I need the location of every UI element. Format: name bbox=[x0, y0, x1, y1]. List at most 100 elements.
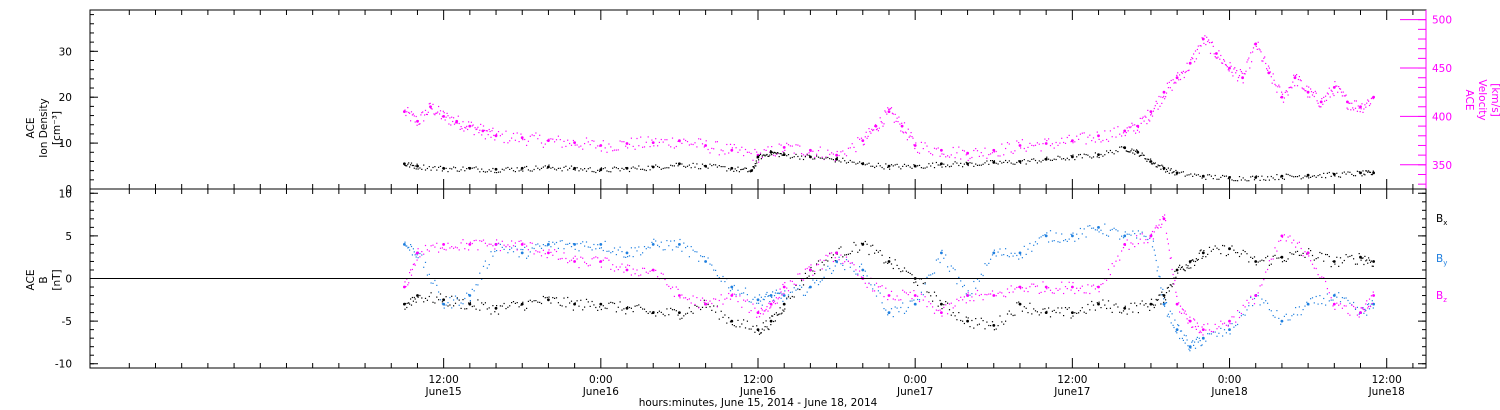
bz-point bbox=[966, 294, 969, 297]
top-left-ylabel-line2: Ion Density bbox=[38, 98, 50, 157]
x-tick-time: 0:00 bbox=[1218, 374, 1242, 386]
by-point bbox=[678, 243, 681, 246]
by-point bbox=[992, 251, 996, 255]
top-left-tick-label: 30 bbox=[59, 46, 72, 58]
by-point bbox=[599, 243, 603, 246]
by-point bbox=[1123, 234, 1127, 238]
top-right-tick-label: 400 bbox=[1432, 111, 1452, 123]
top-panel: 0 10 20 30 350 400 450 500 ACE Ion Density [cm… bbox=[25, 9, 1500, 196]
top-left-tick-label: 10 bbox=[59, 138, 72, 150]
x-tick-date: June15 bbox=[425, 386, 462, 398]
bx-point bbox=[442, 298, 445, 302]
bx-point bbox=[1372, 260, 1375, 263]
top-left-tick-label: 20 bbox=[59, 92, 72, 104]
velocity-point bbox=[1359, 105, 1362, 109]
top-right-yaxis: 350 400 450 500 bbox=[1400, 10, 1452, 189]
bz-point bbox=[809, 268, 812, 272]
bz-point bbox=[1372, 294, 1375, 297]
bz-point bbox=[940, 311, 943, 314]
by-point bbox=[1162, 302, 1166, 306]
x-tick-date: June16 bbox=[582, 386, 620, 398]
top-right-tick-label: 350 bbox=[1432, 160, 1452, 172]
x-tick-time: 12:00 bbox=[1372, 374, 1402, 386]
bz-point bbox=[756, 311, 760, 314]
bx-point bbox=[756, 328, 760, 331]
density-point bbox=[416, 164, 419, 168]
bottom-ylabel-line3: [nT] bbox=[51, 269, 63, 290]
x-tick-date: June18 bbox=[1368, 386, 1405, 398]
bx-point bbox=[1254, 260, 1258, 263]
bz-point bbox=[1201, 328, 1205, 331]
top-right-tick-label: 450 bbox=[1432, 63, 1452, 75]
velocity-point bbox=[1162, 90, 1166, 94]
top-plot-marks bbox=[403, 35, 1375, 182]
density-point bbox=[1306, 173, 1310, 177]
bz-point bbox=[1332, 302, 1336, 306]
velocity-point bbox=[887, 110, 891, 113]
bx-point bbox=[992, 324, 996, 327]
bz-point bbox=[1071, 285, 1074, 289]
x-tick-date: June18 bbox=[1210, 386, 1247, 398]
by-point bbox=[651, 243, 655, 246]
by-point bbox=[1175, 328, 1179, 331]
density-point bbox=[992, 161, 996, 164]
by-point bbox=[1097, 226, 1100, 229]
x-tick-time: 12:00 bbox=[743, 374, 773, 386]
velocity-point bbox=[900, 124, 904, 128]
bottom-ylabel: ACE B [nT] bbox=[25, 269, 63, 290]
bx-point bbox=[769, 319, 773, 323]
bz-point bbox=[1149, 234, 1153, 238]
bz-point bbox=[782, 285, 786, 289]
density-point bbox=[1254, 176, 1258, 179]
bx-point bbox=[1097, 302, 1100, 306]
density-point bbox=[966, 162, 969, 166]
top-left-ylabel: ACE Ion Density [cm⁻³] bbox=[25, 98, 63, 157]
x-tick-date: June17 bbox=[1053, 386, 1090, 398]
bz-point bbox=[1359, 311, 1362, 314]
velocity-series bbox=[403, 35, 1375, 163]
by-point bbox=[1188, 345, 1192, 349]
velocity-point bbox=[992, 148, 996, 152]
velocity-point bbox=[861, 139, 865, 143]
density-point bbox=[599, 168, 603, 172]
by-point bbox=[940, 251, 943, 255]
velocity-point bbox=[1228, 66, 1231, 70]
velocity-point bbox=[1149, 110, 1153, 113]
velocity-point bbox=[1136, 124, 1140, 128]
by-point bbox=[1018, 251, 1022, 255]
velocity-point bbox=[520, 136, 524, 140]
bz-point bbox=[704, 302, 707, 306]
top-left-yaxis: 0 10 20 30 bbox=[59, 14, 98, 196]
bottom-left-yaxis: -10 -5 0 5 10 bbox=[55, 188, 1426, 371]
bz-point bbox=[547, 251, 550, 255]
by-series bbox=[403, 223, 1375, 352]
top-right-ylabel-line2: Velocity bbox=[1476, 79, 1488, 120]
velocity-point bbox=[442, 115, 445, 118]
velocity-trace bbox=[404, 35, 1374, 163]
velocity-point bbox=[1346, 100, 1349, 104]
bx-point bbox=[887, 260, 891, 263]
bz-point bbox=[678, 294, 681, 297]
density-point bbox=[494, 167, 498, 171]
bottom-left-tick-label: 5 bbox=[65, 231, 72, 243]
bz-series bbox=[403, 214, 1375, 336]
velocity-point bbox=[1175, 76, 1179, 80]
bottom-left-tick-label: -10 bbox=[55, 359, 72, 371]
bottom-ylabel-line2: B bbox=[38, 276, 50, 283]
bottom-left-tick-label: 10 bbox=[59, 188, 72, 200]
density-point bbox=[403, 162, 406, 166]
by-point bbox=[520, 251, 524, 255]
bz-point bbox=[494, 243, 498, 246]
bz-point bbox=[1306, 251, 1310, 255]
velocity-point bbox=[573, 141, 576, 145]
bx-point bbox=[1201, 251, 1205, 255]
by-point bbox=[1228, 328, 1231, 331]
bz-point bbox=[403, 285, 406, 289]
legend-bx: Bx bbox=[1436, 213, 1447, 227]
bz-point bbox=[468, 243, 472, 246]
bz-point bbox=[573, 260, 576, 263]
x-tick-time: 12:00 bbox=[429, 374, 459, 386]
bx-point bbox=[1149, 302, 1153, 306]
velocity-point bbox=[1215, 52, 1218, 55]
